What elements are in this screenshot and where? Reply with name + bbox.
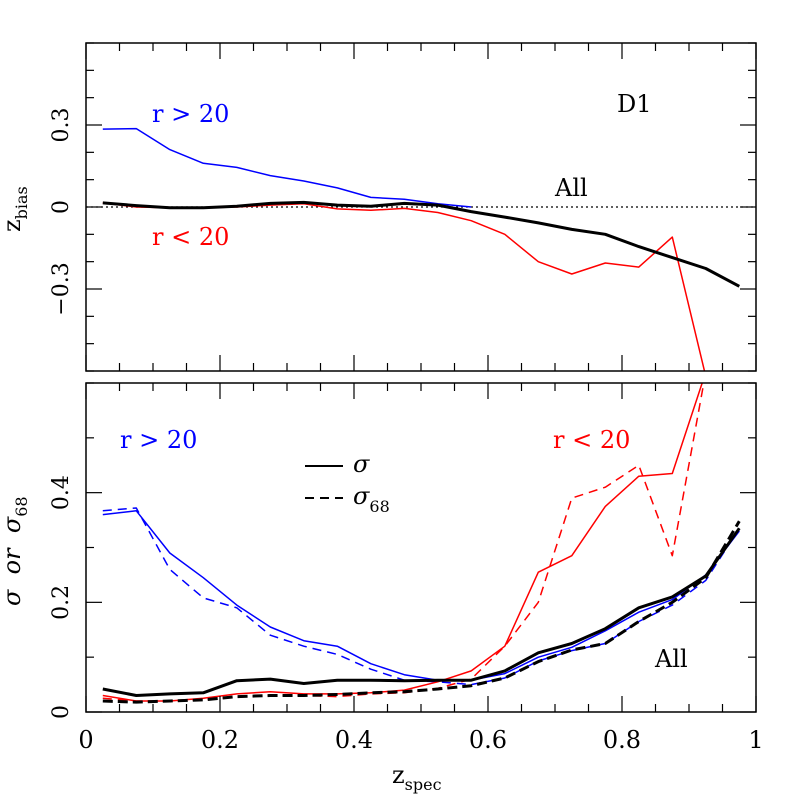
bottom-series-r-20 <box>102 510 740 681</box>
legend: σ σ68 <box>305 450 390 516</box>
bottom-y-tick-label: 0.4 <box>49 475 74 510</box>
top-y-tick-label: 0.3 <box>49 108 74 143</box>
annotation-top-r-lt-20: r < 20 <box>152 223 229 251</box>
annotation-bottom-all: All <box>654 645 688 673</box>
bottom-series-r-20-68 <box>102 507 740 686</box>
y-axis-label-bottom: σ or σ68 <box>0 496 31 606</box>
top-series-all <box>102 200 741 288</box>
bottom-y-tick-label: 0 <box>49 705 74 719</box>
top-series-r-20 <box>102 127 472 208</box>
x-tick-label: 0 <box>78 726 93 754</box>
legend-label-sigma: σ <box>353 450 370 478</box>
bottom-series-r-20 <box>102 383 703 702</box>
x-tick-label: 0.8 <box>603 726 641 754</box>
annotation-bottom-r-lt-20: r < 20 <box>553 426 630 454</box>
annotation-bottom-r-gt-20: r > 20 <box>120 426 197 454</box>
bottom-y-tick-label: 0.2 <box>49 585 74 620</box>
bottom-series-all-68 <box>102 520 741 704</box>
top-y-tick-label: −0.3 <box>49 262 74 315</box>
x-tick-label: 0.6 <box>469 726 507 754</box>
y-axis-label-top: zbias <box>0 186 31 232</box>
annotation-top-r-gt-20: r > 20 <box>152 100 229 128</box>
legend-label-sigma68: σ68 <box>353 482 390 516</box>
bottom-series-r-20-68 <box>102 383 705 702</box>
x-tick-label: 0.2 <box>201 726 239 754</box>
x-tick-label: 1 <box>748 726 763 754</box>
bottom-series-all <box>102 527 741 697</box>
x-tick-label: 0.4 <box>335 726 373 754</box>
annotation-top-all: All <box>554 174 588 202</box>
annotation-d1: D1 <box>617 90 652 118</box>
x-axis-label: zspec <box>392 761 442 794</box>
top-y-tick-label: 0 <box>49 200 74 214</box>
